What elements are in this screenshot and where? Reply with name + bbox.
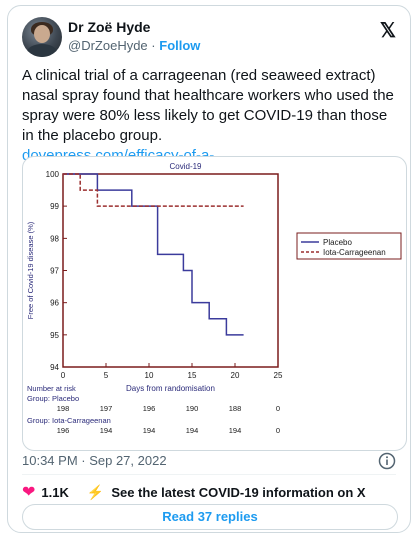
info-icon[interactable] — [378, 452, 396, 475]
follow-button[interactable]: Follow — [159, 38, 201, 53]
avatar-shoulders — [27, 44, 57, 57]
y-axis-label: Free of Covid-19 disease (%) — [26, 221, 35, 319]
y-tick-label: 94 — [50, 363, 59, 372]
tweet-media[interactable]: Covid-19 94 95 96 97 98 99 100 0 5 10 15 20 25 Days fr… — [22, 156, 407, 451]
risk-value: 0 — [276, 426, 280, 435]
handle-row: @DrZoeHyde · Follow — [68, 38, 200, 53]
legend-label: Placebo — [323, 238, 352, 247]
avatar[interactable] — [22, 17, 62, 57]
x-tick-label: 10 — [145, 371, 154, 380]
risk-value: 196 — [57, 426, 70, 435]
action-bar: ❤ 1.1K ⚡ See the latest COVID-19 informa… — [22, 482, 366, 502]
y-tick-label: 99 — [50, 202, 59, 211]
km-chart: Covid-19 94 95 96 97 98 99 100 0 5 10 15 20 25 Days fr… — [26, 162, 402, 435]
risk-value: 194 — [229, 426, 242, 435]
bolt-icon: ⚡ — [86, 483, 105, 500]
x-axis-label: Days from randomisation — [126, 384, 215, 393]
x-tick-label: 0 — [61, 371, 66, 380]
legend-box — [296, 232, 402, 260]
x-tick-label: 20 — [231, 371, 240, 380]
like-count[interactable]: 1.1K — [41, 484, 69, 500]
risk-value: 198 — [57, 404, 70, 413]
tweet-body: A clinical trial of a carrageenan (red s… — [22, 67, 394, 144]
risk-table-header: Number at risk — [27, 384, 76, 393]
tweet-timestamp[interactable]: 10:34 PM · Sep 27, 2022 — [22, 453, 167, 468]
legend-label: Iota-Carrageenan — [323, 248, 386, 257]
x-tick-label: 25 — [274, 371, 283, 380]
separator-dot: · — [151, 38, 156, 53]
risk-value: 190 — [186, 404, 199, 413]
risk-value: 0 — [276, 404, 280, 413]
x-tick-label: 5 — [104, 371, 109, 380]
y-tick-label: 97 — [50, 267, 59, 276]
risk-group-label: Group: Iota-Carrageenan — [27, 416, 111, 425]
read-replies-button[interactable]: Read 37 replies — [22, 504, 398, 530]
tweet-card: Dr Zoë Hyde @DrZoeHyde · Follow 𝕏 A clin… — [7, 5, 411, 533]
author-handle[interactable]: @DrZoeHyde — [68, 38, 148, 53]
series-line-placebo — [63, 173, 244, 336]
risk-value: 188 — [229, 404, 242, 413]
risk-value: 196 — [143, 404, 156, 413]
heart-icon[interactable]: ❤ — [22, 484, 36, 501]
y-tick-label: 98 — [50, 234, 59, 243]
plot-frame — [62, 173, 279, 368]
chart-title: Covid-19 — [169, 162, 202, 171]
y-tick-label: 96 — [50, 299, 59, 308]
author-name[interactable]: Dr Zoë Hyde — [68, 19, 151, 35]
series-line-iota-carrageenan — [63, 173, 244, 207]
y-tick-label: 95 — [50, 331, 59, 340]
risk-value: 194 — [100, 426, 113, 435]
y-tick-label: 100 — [46, 170, 60, 179]
risk-group-label: Group: Placebo — [27, 394, 79, 403]
risk-value: 194 — [186, 426, 199, 435]
divider — [22, 474, 396, 475]
avatar-face — [34, 25, 50, 43]
x-tick-label: 15 — [188, 371, 197, 380]
risk-value: 197 — [100, 404, 113, 413]
covid-info-link[interactable]: See the latest COVID-19 information on X — [111, 484, 366, 500]
tweet-text: A clinical trial of a carrageenan (red s… — [22, 66, 402, 166]
x-logo-icon[interactable]: 𝕏 — [379, 20, 396, 42]
risk-value: 194 — [143, 426, 156, 435]
